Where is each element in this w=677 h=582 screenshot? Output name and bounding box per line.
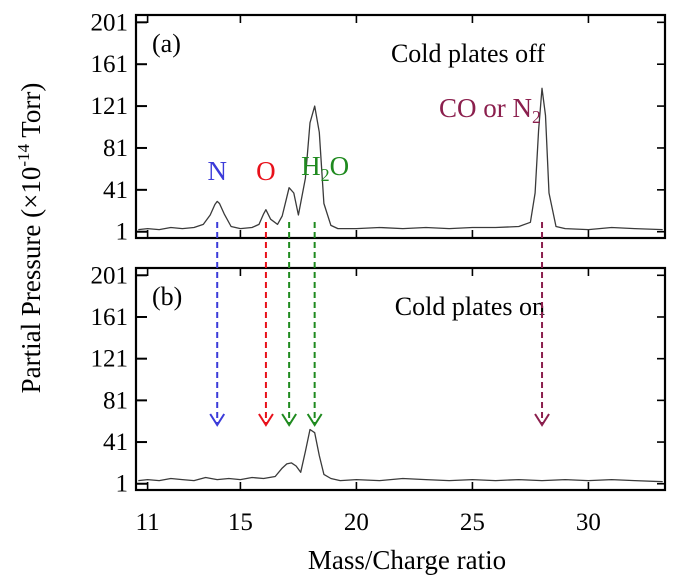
y-tick-label: 41 (103, 429, 128, 456)
y-axis-title-unit: Torr) (16, 83, 46, 144)
x-tick-label: 20 (344, 509, 369, 536)
y-tick-label: 121 (91, 346, 129, 373)
panel-b: 1 41 81 121 161 201 (b) Cold plates on (91, 262, 667, 498)
species-label: N (207, 156, 227, 186)
y-tick-label: 121 (91, 93, 129, 120)
species-label: H2O (301, 151, 349, 185)
panels: 1 41 81 121 161 201 (a) Cold plates off 1 41 81 121… (91, 9, 667, 498)
arrow-head (534, 413, 550, 427)
y-tick-label: 201 (91, 9, 129, 36)
y-tick-label: 201 (91, 262, 129, 289)
panel-frame (134, 266, 667, 492)
panel-condition: Cold plates on (395, 292, 545, 321)
panel-condition: Cold plates off (391, 39, 545, 68)
y-tick-label: 81 (103, 387, 128, 414)
species-label: CO or N2 (439, 93, 541, 127)
spectrum-line-b (138, 428, 663, 483)
spectrum-line-a (138, 87, 663, 231)
x-tick-label: 30 (576, 509, 601, 536)
y-tick-label: 81 (103, 135, 128, 162)
panel-label: (b) (152, 282, 182, 311)
annotation-overlay: N O H2O CO or N2 (207, 93, 550, 427)
x-tick-label: 25 (460, 509, 485, 536)
species-label: O (256, 156, 276, 186)
y-axis-title-main: Partial Pressure (×10 (16, 167, 46, 394)
arrow-head (281, 413, 297, 427)
y-tick-label: 1 (116, 471, 129, 498)
x-tick-label: 11 (136, 509, 160, 536)
y-tick-label: 41 (103, 177, 128, 204)
y-tick-label: 161 (91, 51, 129, 78)
panel-a: 1 41 81 121 161 201 (a) Cold plates off (91, 9, 667, 246)
arrow-head (306, 413, 323, 427)
x-tick-label: 15 (228, 509, 253, 536)
arrow-head (209, 413, 226, 427)
y-axis-title-exponent: -14 (14, 144, 33, 167)
y-tick-label: 1 (116, 219, 129, 246)
panel-label: (a) (152, 29, 181, 58)
x-axis: 11 15 20 25 30 (136, 509, 601, 536)
panel-frame (134, 13, 667, 240)
y-tick-label: 161 (91, 304, 129, 331)
y-axis-title: Partial Pressure (×10-14 Torr) (14, 83, 46, 394)
arrow-head (258, 413, 274, 427)
x-axis-title: Mass/Charge ratio (308, 545, 506, 575)
